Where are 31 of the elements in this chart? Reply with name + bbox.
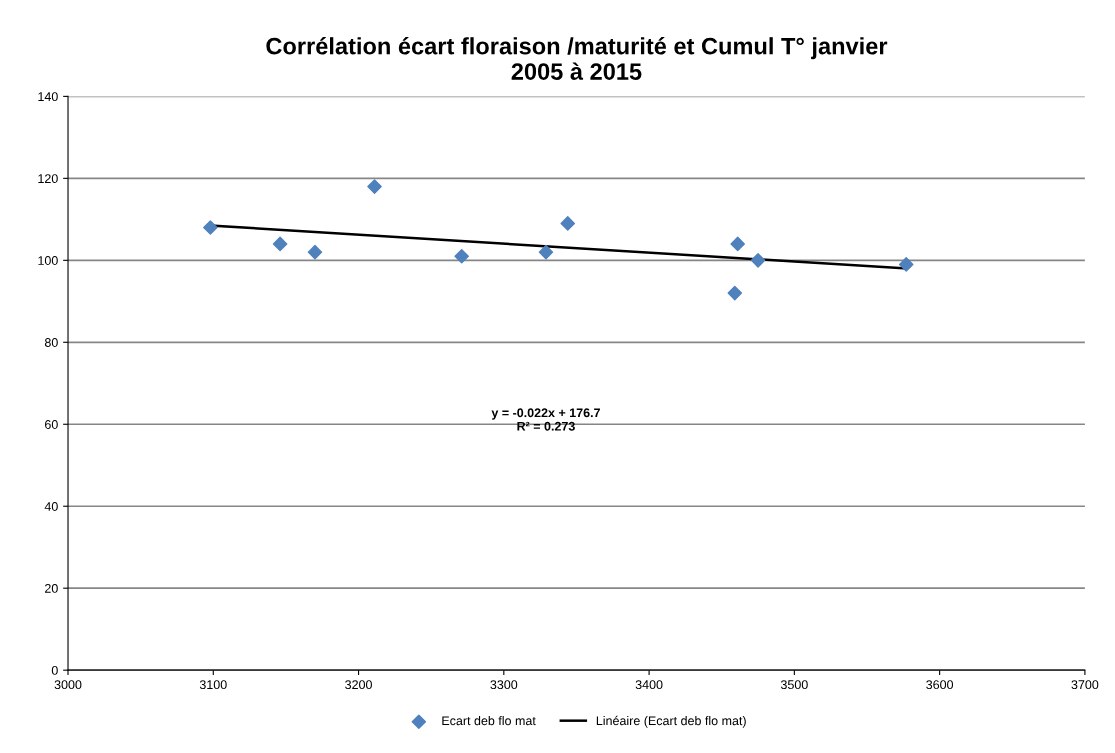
x-tick-label: 3200: [345, 680, 372, 690]
point: [898, 257, 914, 272]
point: [560, 216, 576, 231]
chart-title: Corrélation écart floraison /maturité et Cumul T° janvier 2005 à 2015: [266, 36, 888, 80]
x-tick-label: 3100: [199, 680, 227, 690]
x-tick-label: 3700: [1071, 680, 1099, 690]
x-tick-label: 3300: [490, 680, 518, 690]
y-tick-label: 120: [38, 174, 58, 184]
x-tick-label: 3600: [926, 680, 954, 690]
y-tick-label: 20: [45, 584, 58, 593]
point: [307, 244, 323, 260]
y-tick-label: 60: [45, 420, 58, 429]
x-tick-label: 3500: [780, 680, 808, 690]
y-tick-label: 0: [51, 665, 58, 675]
annotation: y = -0.022x + 176.7 R² = 0.273: [491, 408, 600, 431]
point: [730, 236, 745, 252]
point: [272, 236, 288, 252]
legend-label: Ecart deb flo mat: [442, 715, 536, 726]
y-tick-label: 100: [38, 256, 58, 265]
point: [367, 179, 382, 194]
x-tick-label: 3000: [54, 680, 82, 690]
y-tick-label: 80: [44, 338, 58, 347]
legend-label: Linéaire (Ecart deb flo mat): [596, 715, 746, 728]
point: [538, 244, 554, 260]
point: [727, 285, 743, 301]
point: [454, 248, 469, 264]
y-tick-label: 140: [38, 92, 58, 102]
y-tick-label: 40: [44, 502, 58, 511]
point: [750, 253, 766, 268]
x-tick-label: 3400: [635, 680, 663, 690]
point: [203, 220, 218, 235]
